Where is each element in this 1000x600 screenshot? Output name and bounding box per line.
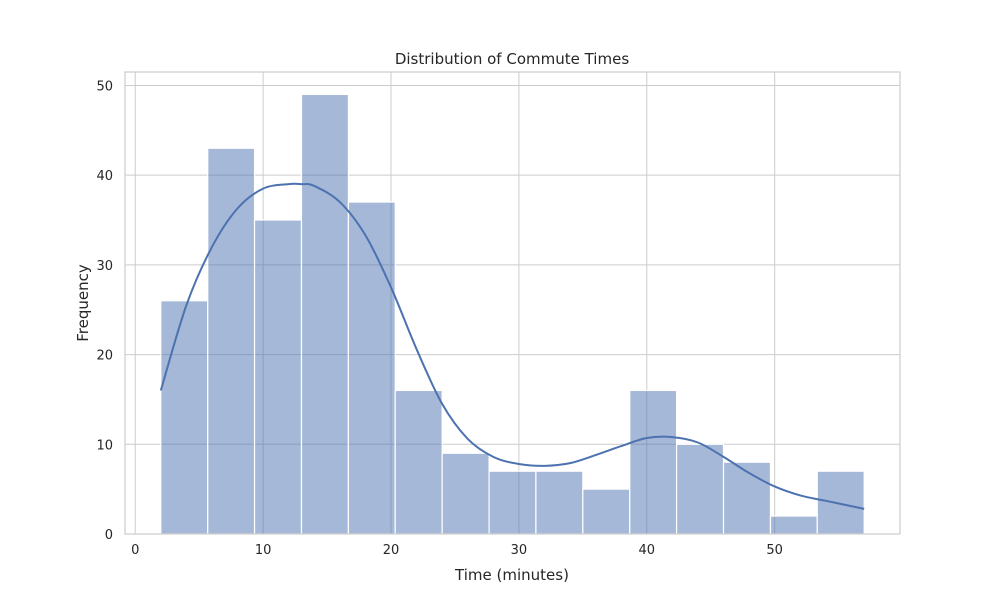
x-tick-label: 30 (511, 543, 528, 558)
histogram-bar (769, 515, 818, 535)
histogram-bar (207, 147, 256, 535)
histogram-bar (347, 201, 396, 535)
plot-frame (124, 71, 901, 535)
y-tick-label: 40 (96, 169, 113, 184)
y-tick-labels: 0 10 20 30 40 50 (96, 79, 113, 543)
histogram-bar (535, 470, 584, 535)
histogram-bar (441, 452, 490, 535)
histogram-bar (816, 470, 865, 535)
y-tick-label: 0 (105, 528, 113, 543)
histogram-bars (160, 93, 865, 535)
chart-title: Distribution of Commute Times (395, 50, 629, 68)
y-tick-label: 30 (96, 259, 113, 274)
x-tick-label: 10 (255, 543, 272, 558)
x-tick-label: 0 (131, 543, 139, 558)
y-axis-label: Frequency (74, 264, 92, 342)
histogram-bar (722, 461, 772, 535)
x-tick-label: 40 (639, 543, 656, 558)
x-tick-label: 20 (383, 543, 400, 558)
y-tick-label: 50 (96, 79, 113, 94)
histogram-bar (488, 470, 537, 535)
y-tick-label: 20 (96, 349, 113, 364)
histogram-bar (675, 443, 725, 535)
x-tick-labels: 0 10 20 30 40 50 (131, 543, 783, 558)
histogram-bar (300, 93, 350, 535)
histogram-bar (629, 389, 678, 535)
histogram-bar (582, 488, 631, 535)
kde-curve (159, 182, 865, 510)
histogram-bar (253, 219, 303, 535)
x-tick-label: 50 (766, 543, 783, 558)
y-tick-label: 10 (96, 438, 113, 453)
x-axis-label: Time (minutes) (454, 566, 569, 584)
histogram-bar (394, 389, 443, 535)
histogram-bar (160, 300, 209, 535)
